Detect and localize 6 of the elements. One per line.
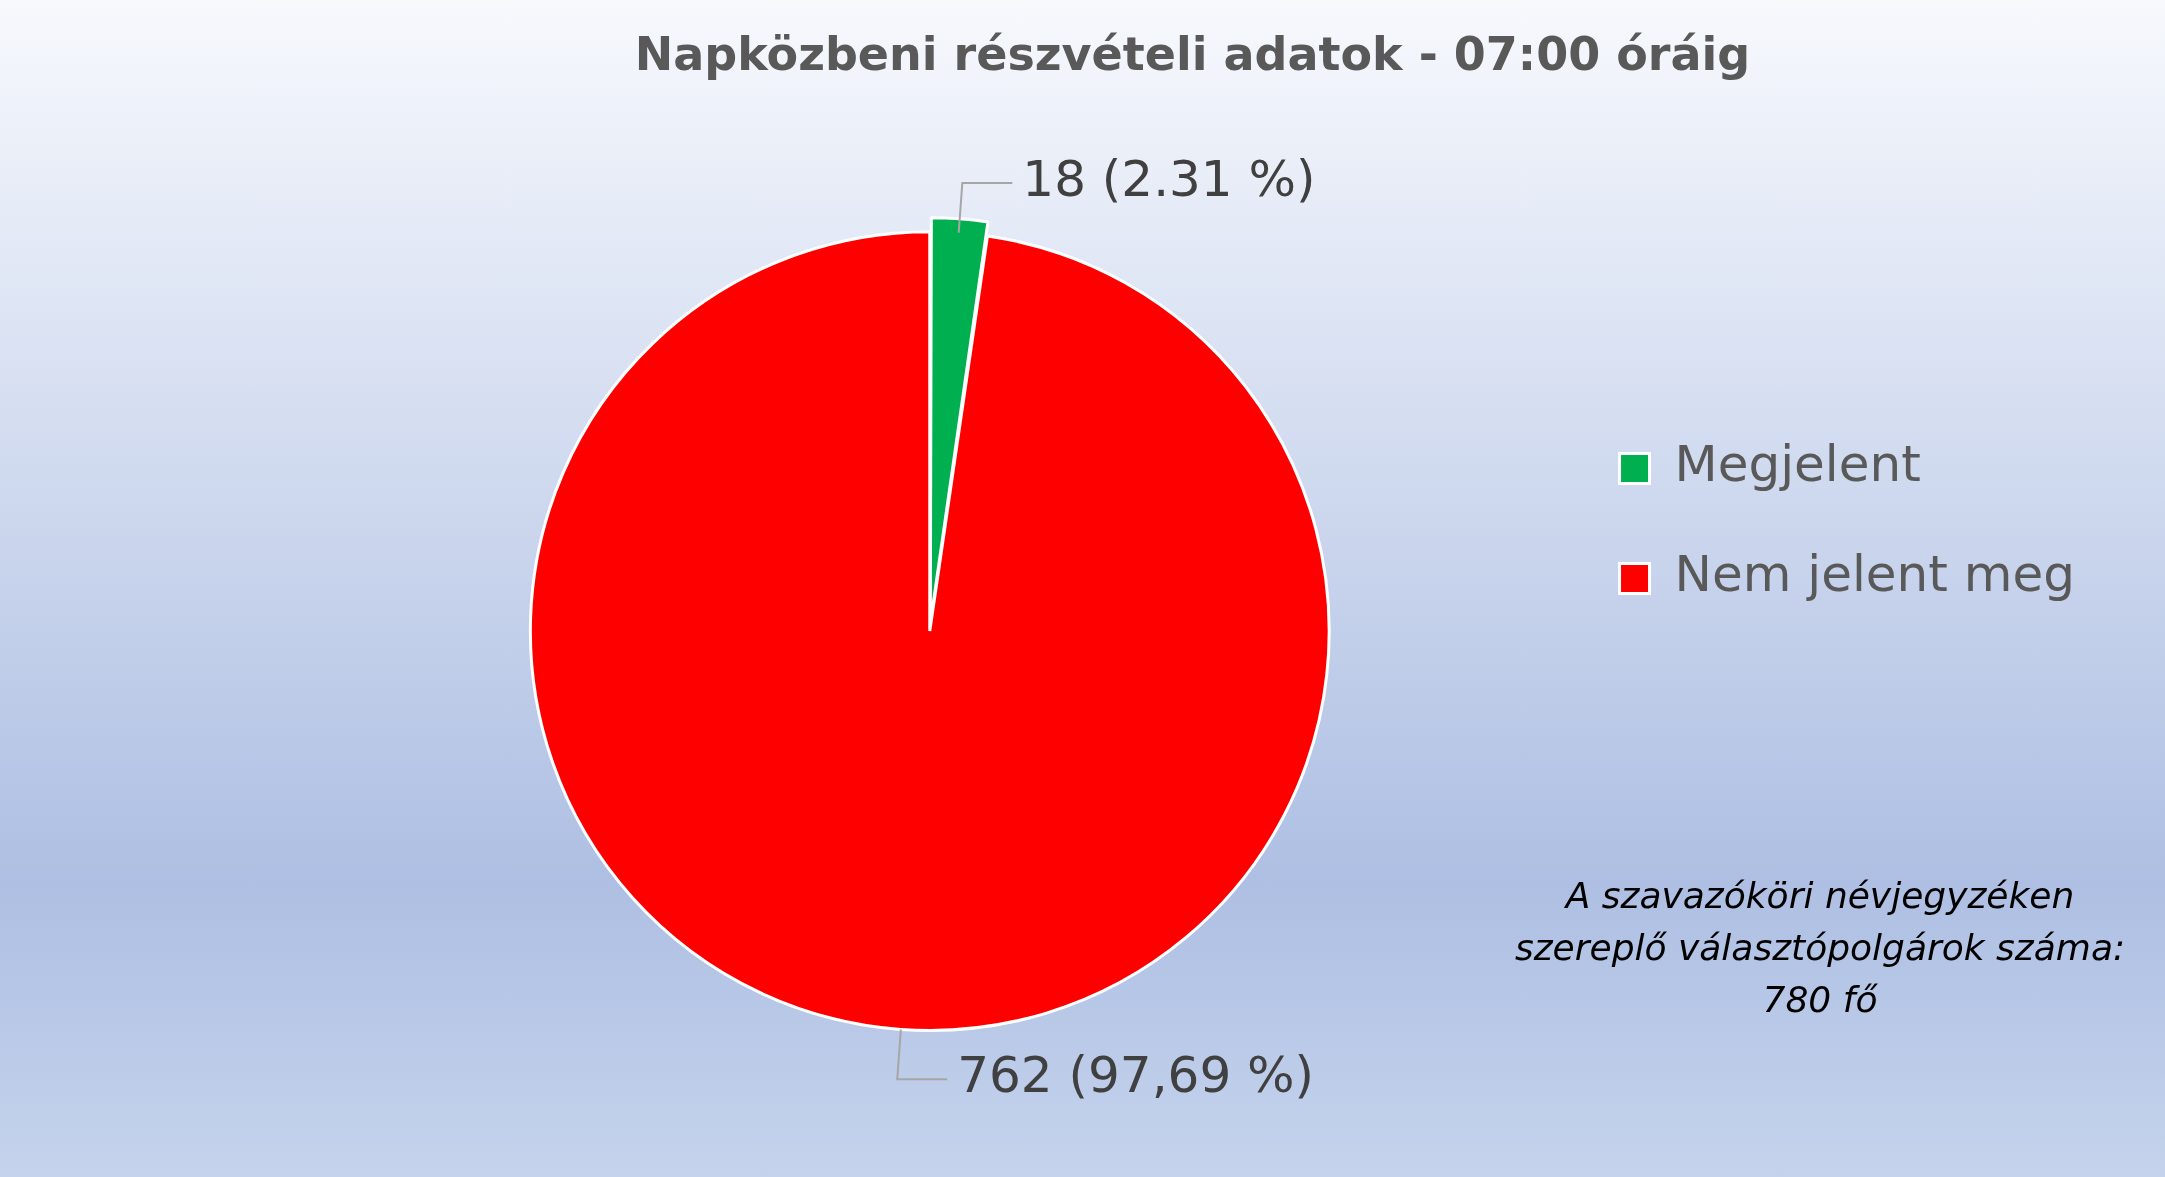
legend-label: Nem jelent meg (1674, 545, 2075, 604)
data-label: 18 (2.31 %) (1022, 149, 1316, 208)
legend-label: Megjelent (1674, 435, 1921, 494)
chart-title: Napközbeni részvételi adatok - 07:00 óráig (634, 26, 1751, 81)
data-label: 762 (97,69 %) (957, 1046, 1315, 1105)
text: A szavazóköri névjegyzéken szereplő választópolgárok száma: 780 fő (1513, 874, 2127, 1023)
